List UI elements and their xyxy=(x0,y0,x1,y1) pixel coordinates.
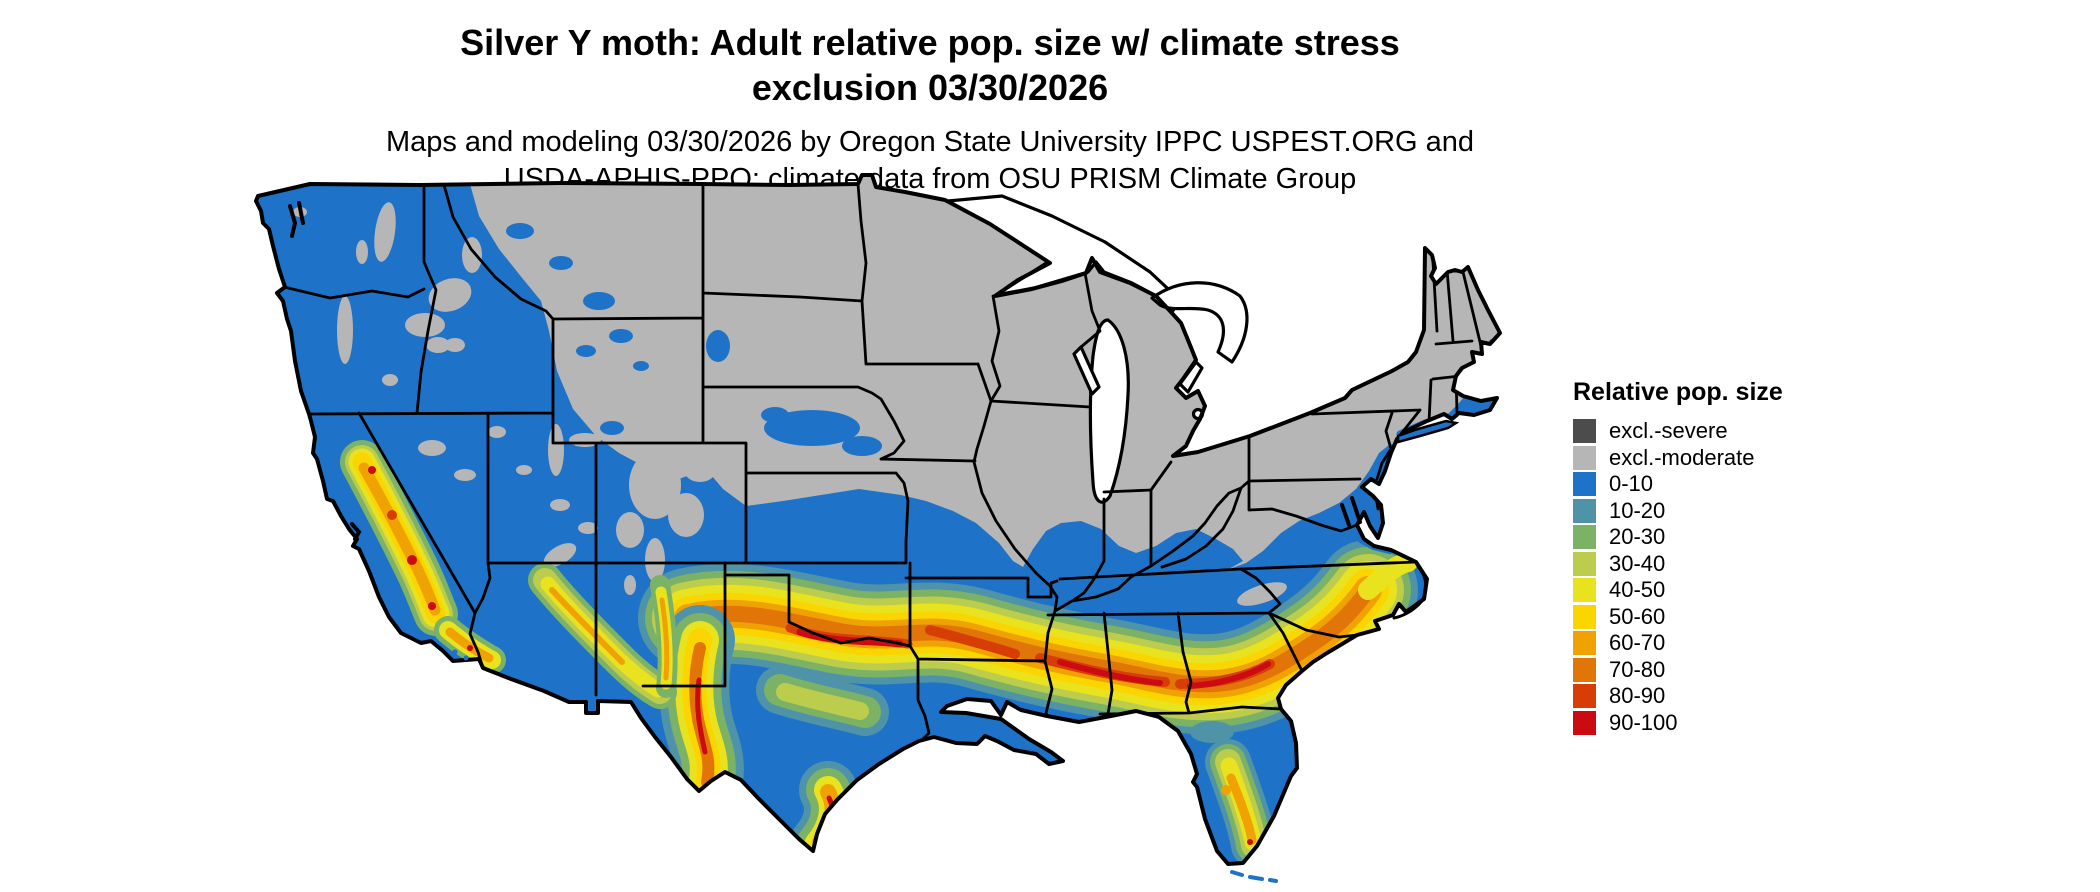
legend-item-20-30: 20-30 xyxy=(1573,525,1783,549)
legend-swatch xyxy=(1573,525,1596,549)
page-title-line1: Silver Y moth: Adult relative pop. size … xyxy=(460,22,1400,63)
legend-swatch xyxy=(1573,551,1596,576)
texas-hill-country-band xyxy=(756,666,889,736)
legend-item-excl-moderate: excl.-moderate xyxy=(1573,444,1783,470)
legend-label: 50-60 xyxy=(1609,603,1666,629)
legend-label: 90-100 xyxy=(1609,709,1678,735)
legend-swatch xyxy=(1573,631,1596,655)
legend-label: 20-30 xyxy=(1609,524,1666,549)
west-texas-hotspot xyxy=(659,605,744,821)
legend-swatch xyxy=(1573,657,1596,682)
new-mexico-rio-grande-band xyxy=(650,575,678,698)
legend-item-80-90: 80-90 xyxy=(1573,684,1783,708)
san-francisco-bay xyxy=(350,522,362,541)
outer-banks xyxy=(1392,564,1428,620)
map-legend: Relative pop. size excl.-severe excl.-mo… xyxy=(1573,378,1783,735)
florida-hotspot xyxy=(1190,721,1277,864)
legend-item-0-10: 0-10 xyxy=(1573,472,1783,496)
population-gradient-band xyxy=(638,540,1418,735)
islands xyxy=(452,419,1460,883)
legend-swatch xyxy=(1573,684,1596,708)
legend-item-70-80: 70-80 xyxy=(1573,656,1783,682)
puget-sound xyxy=(288,201,305,238)
california-central-valley-hotspot xyxy=(340,440,458,636)
legend-item-50-60: 50-60 xyxy=(1573,603,1783,629)
legend-items: excl.-severe excl.-moderate 0-10 10-20 2… xyxy=(1573,419,1783,735)
legend-swatch xyxy=(1573,604,1596,629)
legend-swatch xyxy=(1573,710,1596,735)
chesapeake-bay-inlets xyxy=(1340,496,1362,527)
legend-item-30-40: 30-40 xyxy=(1573,550,1783,576)
legend-label: excl.-moderate xyxy=(1609,444,1755,470)
green-bay xyxy=(1072,345,1101,396)
legend-label: excl.-severe xyxy=(1609,418,1728,443)
legend-item-40-50: 40-50 xyxy=(1573,578,1783,602)
arizona-band xyxy=(528,563,677,709)
legend-label: 60-70 xyxy=(1609,630,1666,655)
long-island xyxy=(1396,419,1460,444)
legend-swatch xyxy=(1573,498,1596,523)
page-title-line2: exclusion 03/30/2026 xyxy=(751,67,1109,108)
legend-label: 10-20 xyxy=(1609,497,1666,523)
legend-swatch xyxy=(1573,419,1596,443)
legend-item-60-70: 60-70 xyxy=(1573,631,1783,655)
lake-michigan xyxy=(1088,318,1130,504)
legend-item-10-20: 10-20 xyxy=(1573,497,1783,523)
legend-label: 0-10 xyxy=(1609,471,1654,496)
mountain-exclusion-patches xyxy=(293,202,1287,606)
legend-label: 70-80 xyxy=(1609,656,1666,682)
channel-island xyxy=(463,655,469,661)
legend-label: 40-50 xyxy=(1609,577,1666,602)
coastal-water-details xyxy=(288,201,1428,620)
legend-label: 30-40 xyxy=(1609,550,1666,576)
legend-swatch xyxy=(1573,445,1596,470)
legend-item-excl-severe: excl.-severe xyxy=(1573,419,1783,443)
legend-item-90-100: 90-100 xyxy=(1573,709,1783,735)
legend-title: Relative pop. size xyxy=(1573,378,1783,406)
plains-and-valley-low-population-patches xyxy=(506,223,882,456)
subtitle-line1: Maps and modeling 03/30/2026 by Oregon S… xyxy=(385,126,1475,158)
florida-keys xyxy=(1230,870,1278,883)
legend-swatch xyxy=(1573,472,1596,496)
state-borders xyxy=(282,182,1483,759)
lake-huron xyxy=(1150,281,1249,364)
southern-california-hotspot xyxy=(434,616,506,674)
us-outline xyxy=(254,173,1502,866)
legend-swatch xyxy=(1573,578,1596,602)
legend-label: 80-90 xyxy=(1609,683,1666,708)
channel-island xyxy=(452,649,458,655)
